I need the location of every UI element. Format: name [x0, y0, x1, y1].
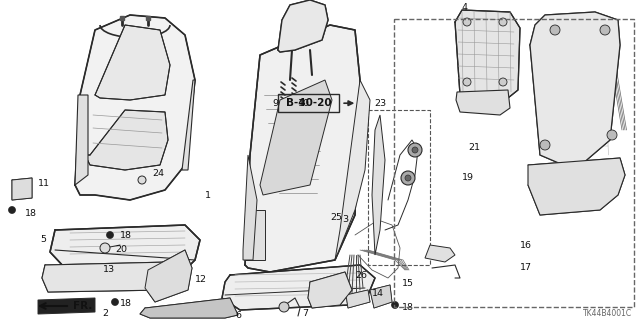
- Text: 8: 8: [320, 7, 326, 17]
- Polygon shape: [528, 158, 625, 215]
- Circle shape: [600, 25, 610, 35]
- Text: 12: 12: [195, 276, 207, 284]
- Bar: [394, 19, 634, 307]
- Circle shape: [463, 18, 471, 26]
- Polygon shape: [243, 155, 257, 260]
- Text: 9: 9: [272, 99, 278, 108]
- Text: TK44B4001C: TK44B4001C: [583, 308, 632, 317]
- Text: 3: 3: [342, 215, 348, 225]
- Text: 14: 14: [372, 289, 384, 298]
- Text: 24: 24: [152, 169, 164, 178]
- Polygon shape: [425, 245, 455, 262]
- Text: 6: 6: [235, 311, 241, 320]
- Circle shape: [550, 25, 560, 35]
- Polygon shape: [50, 225, 200, 275]
- Text: 23: 23: [374, 99, 386, 108]
- Bar: [278, 94, 339, 112]
- Polygon shape: [245, 210, 265, 260]
- Polygon shape: [335, 80, 370, 260]
- Circle shape: [111, 299, 118, 306]
- Text: 20: 20: [115, 245, 127, 254]
- Text: 18: 18: [120, 299, 132, 308]
- Circle shape: [408, 143, 422, 157]
- Text: 18: 18: [120, 230, 132, 239]
- Circle shape: [405, 175, 411, 181]
- Text: 21: 21: [468, 143, 480, 153]
- Circle shape: [412, 147, 418, 153]
- Polygon shape: [372, 115, 385, 255]
- Circle shape: [540, 140, 550, 150]
- Text: 25: 25: [330, 213, 342, 222]
- Polygon shape: [85, 110, 168, 170]
- Circle shape: [607, 130, 617, 140]
- Text: 19: 19: [462, 173, 474, 182]
- Text: 7: 7: [302, 308, 308, 317]
- Polygon shape: [245, 25, 360, 272]
- Text: 4: 4: [462, 4, 468, 12]
- Circle shape: [499, 78, 507, 86]
- Circle shape: [392, 301, 399, 308]
- Text: 26: 26: [355, 270, 367, 279]
- Polygon shape: [75, 15, 195, 200]
- Polygon shape: [42, 262, 172, 292]
- Text: 11: 11: [38, 179, 50, 188]
- Polygon shape: [308, 272, 352, 308]
- Polygon shape: [172, 268, 178, 276]
- Polygon shape: [278, 0, 328, 52]
- Text: FR.: FR.: [73, 301, 92, 311]
- Circle shape: [499, 18, 507, 26]
- Polygon shape: [346, 290, 370, 308]
- Polygon shape: [370, 285, 392, 308]
- Text: 17: 17: [520, 262, 532, 271]
- Polygon shape: [12, 178, 32, 200]
- Circle shape: [401, 171, 415, 185]
- Polygon shape: [455, 10, 520, 98]
- Polygon shape: [140, 298, 238, 318]
- Text: 16: 16: [520, 241, 532, 250]
- Circle shape: [106, 231, 113, 238]
- Polygon shape: [95, 25, 170, 100]
- Text: 13: 13: [103, 266, 115, 275]
- Text: 10: 10: [298, 99, 310, 108]
- Polygon shape: [530, 12, 620, 170]
- Polygon shape: [75, 95, 88, 185]
- Circle shape: [463, 78, 471, 86]
- Text: 15: 15: [402, 278, 414, 287]
- Text: B-40-20: B-40-20: [286, 98, 332, 108]
- Circle shape: [279, 302, 289, 312]
- Text: 1: 1: [205, 190, 211, 199]
- Circle shape: [8, 206, 15, 213]
- Polygon shape: [145, 250, 192, 302]
- Circle shape: [100, 243, 110, 253]
- Polygon shape: [260, 80, 332, 195]
- Polygon shape: [182, 80, 195, 170]
- Polygon shape: [160, 264, 166, 272]
- Text: 18: 18: [402, 303, 414, 313]
- Circle shape: [138, 176, 146, 184]
- Polygon shape: [222, 265, 375, 310]
- Text: 5: 5: [40, 236, 46, 244]
- Text: 2: 2: [102, 308, 108, 317]
- Text: 18: 18: [25, 209, 37, 218]
- Polygon shape: [38, 298, 95, 314]
- Polygon shape: [456, 90, 510, 115]
